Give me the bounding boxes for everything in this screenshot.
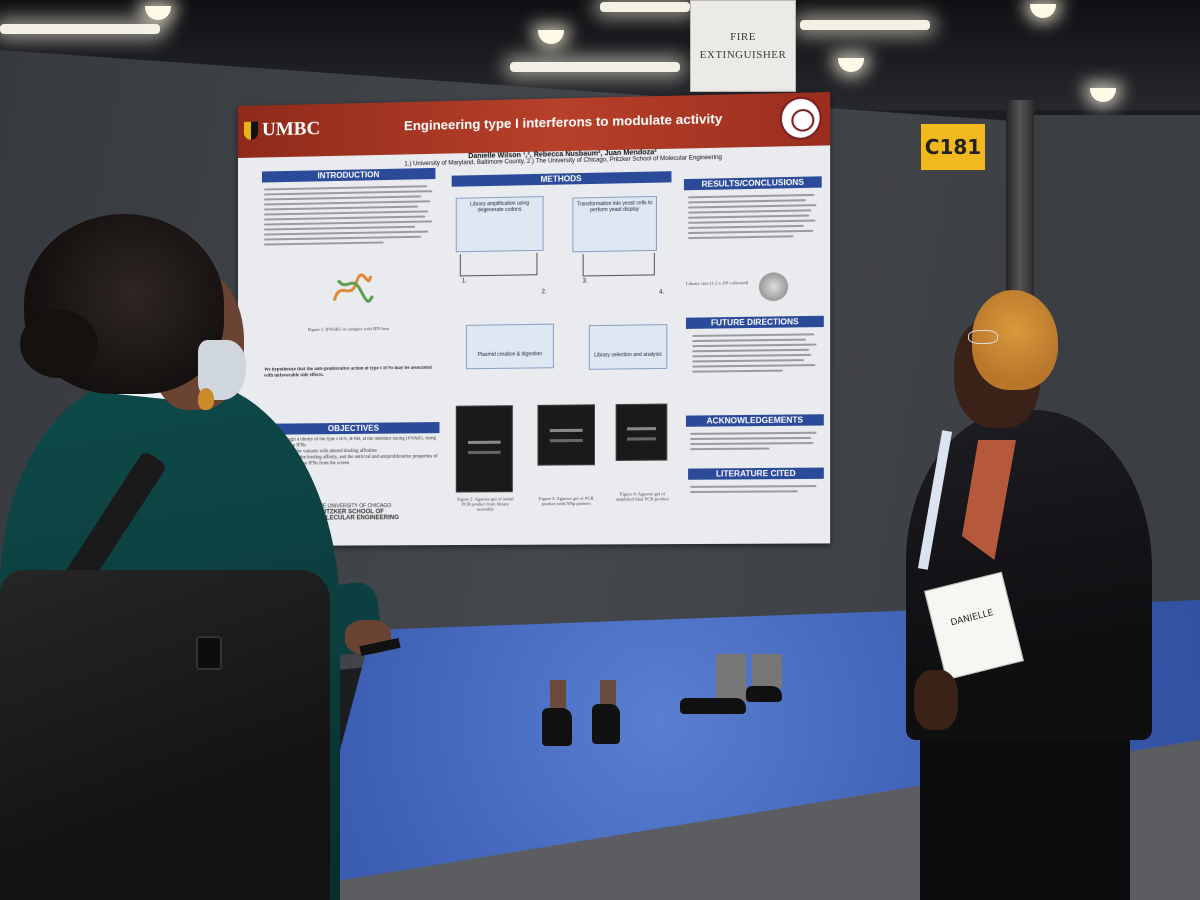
methods-box-label: Library amplification using degenerate c…	[470, 200, 530, 214]
fire-sign-line: EXTINGUISHER	[699, 49, 787, 61]
umbc-shield-icon	[243, 121, 258, 140]
results-text	[688, 191, 820, 275]
section-heading-acknowledgements: ACKNOWLEDGEMENTS	[685, 414, 824, 427]
spot-light	[1090, 88, 1116, 102]
section-heading-methods: METHODS	[451, 171, 672, 187]
poster-title: Engineering type I interferons to modula…	[404, 110, 723, 134]
earring-icon	[198, 388, 214, 410]
section-heading-future: FUTURE DIRECTIONS	[685, 315, 824, 329]
spot-light	[145, 6, 171, 20]
high-heel-shoe-icon	[542, 708, 572, 746]
fire-extinguisher-sign: FIRE EXTINGUISHER	[690, 0, 796, 92]
uchicago-seal-icon	[779, 96, 822, 141]
glasses-icon	[968, 330, 998, 344]
step-number: 3.	[582, 278, 588, 285]
section-heading-results: RESULTS/CONCLUSIONS	[683, 176, 822, 191]
methods-box-label: Library selection and analysis	[594, 351, 662, 359]
step-number: 2.	[541, 289, 547, 296]
fire-sign-line: FIRE	[730, 31, 756, 43]
booth-number-sign: C181	[921, 124, 985, 170]
clasped-hands	[914, 670, 958, 730]
spot-light	[1030, 4, 1056, 18]
flow-connector	[582, 252, 655, 277]
step-number: 4.	[659, 289, 665, 296]
flow-connector	[459, 252, 538, 277]
bag-buckle-icon	[196, 636, 222, 670]
black-tote-bag	[0, 570, 330, 900]
figure-caption: Figure 4: Agarose gel of amplified final…	[616, 491, 669, 502]
umbc-logo-text: UMBC	[261, 118, 321, 141]
visitor-person	[0, 210, 401, 900]
badge-name: DANIELLE	[949, 608, 995, 629]
agarose-gel-image	[537, 404, 595, 466]
methods-box-label: Plasmid creation & digestion	[477, 351, 543, 359]
hair-bun	[20, 310, 98, 378]
petri-dish-image	[758, 272, 789, 302]
acknowledgements-text	[690, 429, 822, 467]
ceiling-light	[800, 20, 930, 30]
methods-box-library: Library amplification using degenerate c…	[455, 196, 544, 253]
figure-caption: Figure 3: Agarose gel of PCR product wit…	[538, 495, 594, 507]
ceiling-light	[510, 62, 680, 72]
figure-caption: Figure 2: Agarose gel of initial PCR pro…	[457, 496, 514, 512]
presenter-person: DANIELLE	[900, 290, 1160, 900]
agarose-gel-image	[455, 405, 513, 493]
spot-light	[838, 58, 864, 72]
ceiling-light	[0, 24, 160, 34]
high-heel-shoe-icon	[592, 704, 620, 744]
section-heading-literature: LITERATURE CITED	[688, 467, 824, 480]
step-number: 1.	[461, 278, 467, 285]
methods-box-plasmid: Plasmid creation & digestion	[465, 323, 554, 370]
literature-text	[690, 482, 822, 503]
section-heading-introduction: INTRODUCTION	[261, 167, 436, 183]
methods-box-label: Transformation into yeast cells to perfo…	[576, 200, 653, 214]
black-trousers	[920, 730, 1130, 900]
ceiling-light	[600, 2, 690, 12]
methods-box-transformation: Transformation into yeast cells to perfo…	[572, 195, 657, 253]
methods-box-selection: Library selection and analysis	[588, 324, 668, 370]
agarose-gel-image	[615, 403, 668, 461]
flat-shoe-icon	[746, 686, 782, 702]
flat-shoe-icon	[680, 698, 746, 714]
library-size-label: Library size (1-2 x 10⁸ collected)	[685, 280, 749, 287]
background-leg	[716, 654, 746, 702]
spot-light	[538, 30, 564, 44]
background-leg	[752, 654, 782, 688]
future-directions-text	[692, 330, 822, 397]
umbc-logo: UMBC	[243, 118, 321, 142]
